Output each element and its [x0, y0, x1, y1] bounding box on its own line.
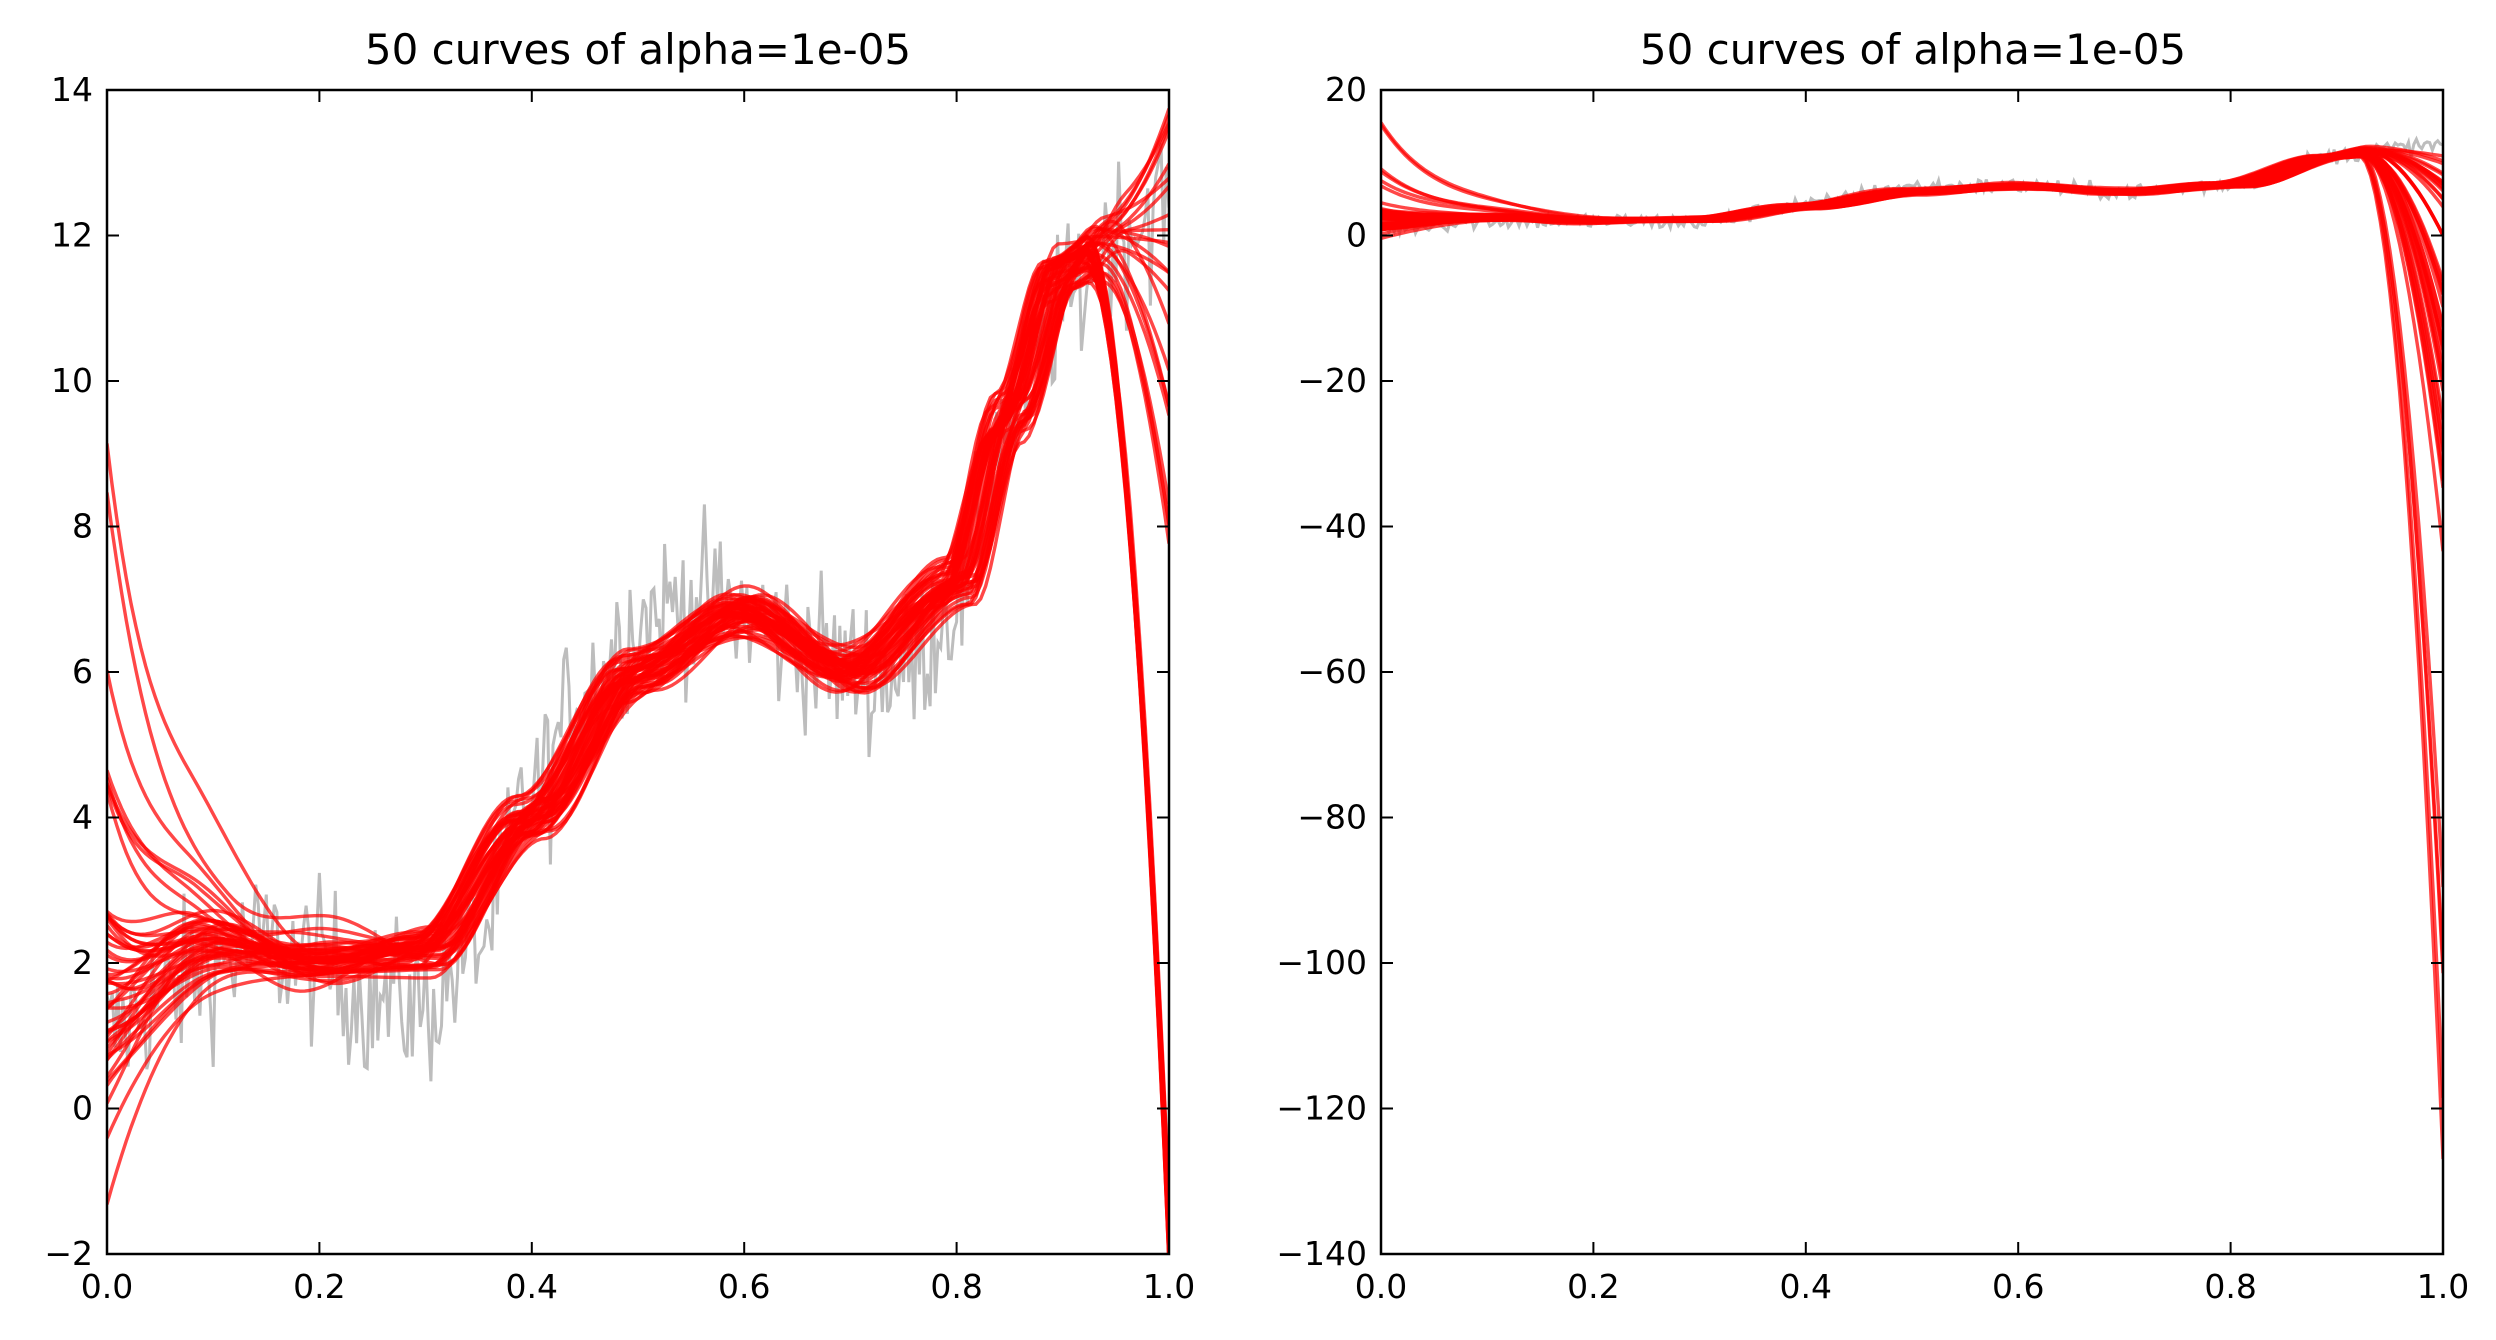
x-tick-label: 0.0 — [1355, 1267, 1407, 1306]
x-tick-label: 0.2 — [1567, 1267, 1619, 1306]
plot-area — [1381, 121, 2443, 1160]
y-tick-label: 20 — [1325, 70, 1367, 109]
y-tick-label: −2 — [44, 1234, 93, 1273]
x-tick-label: 0.8 — [930, 1267, 982, 1306]
axes-frame — [1379, 88, 2445, 1256]
x-tick-label: 0.0 — [81, 1267, 133, 1306]
fitted-curve — [107, 213, 1169, 970]
y-tick-label: 0 — [1346, 216, 1367, 255]
chart-title: 50 curves of alpha=1e-05 — [365, 25, 911, 74]
x-tick-label: 1.0 — [1143, 1267, 1195, 1306]
x-tick-label: 0.8 — [2204, 1267, 2256, 1306]
y-tick-label: 8 — [72, 507, 93, 546]
y-tick-label: 4 — [72, 798, 93, 837]
y-tick-label: −100 — [1276, 943, 1367, 982]
x-tick-label: 0.4 — [1780, 1267, 1832, 1306]
y-tick-label: −80 — [1297, 798, 1367, 837]
fitted-curve — [107, 278, 1169, 1005]
x-tick-label: 0.6 — [1992, 1267, 2044, 1306]
right-subplot: 50 curves of alpha=1e-05 0.0 0.2 0.4 0.6 0.8… — [1276, 25, 2469, 1306]
fitted-curve — [107, 123, 1169, 1056]
y-tick-label: −120 — [1276, 1089, 1367, 1128]
y-tick-label: 0 — [72, 1089, 93, 1128]
y-tick-label: −40 — [1297, 507, 1367, 546]
y-tick-label: −20 — [1297, 361, 1367, 400]
y-tick-label: 10 — [51, 361, 93, 400]
fitted-curve — [107, 239, 1169, 1206]
fitted-curve — [1381, 150, 2443, 237]
y-tick-label: 6 — [72, 652, 93, 691]
x-tick-label: 1.0 — [2417, 1267, 2469, 1306]
left-subplot: 50 curves of alpha=1e-05 0.0 0.2 0.4 0.6 0.8… — [44, 25, 1195, 1306]
y-tick-label: −140 — [1276, 1234, 1367, 1273]
x-tick-label: 0.4 — [506, 1267, 558, 1306]
fitted-curve — [107, 185, 1169, 1139]
y-tick-label: 14 — [51, 70, 93, 109]
chart-title: 50 curves of alpha=1e-05 — [1640, 25, 2186, 74]
y-tick-label: 12 — [51, 216, 93, 255]
y-tick-label: −60 — [1297, 652, 1367, 691]
y-tick-label: 2 — [72, 943, 93, 982]
x-tick-label: 0.6 — [718, 1267, 770, 1306]
plot-area — [107, 107, 1169, 1254]
axes-frame — [105, 88, 1171, 1256]
x-tick-label: 0.2 — [293, 1267, 345, 1306]
